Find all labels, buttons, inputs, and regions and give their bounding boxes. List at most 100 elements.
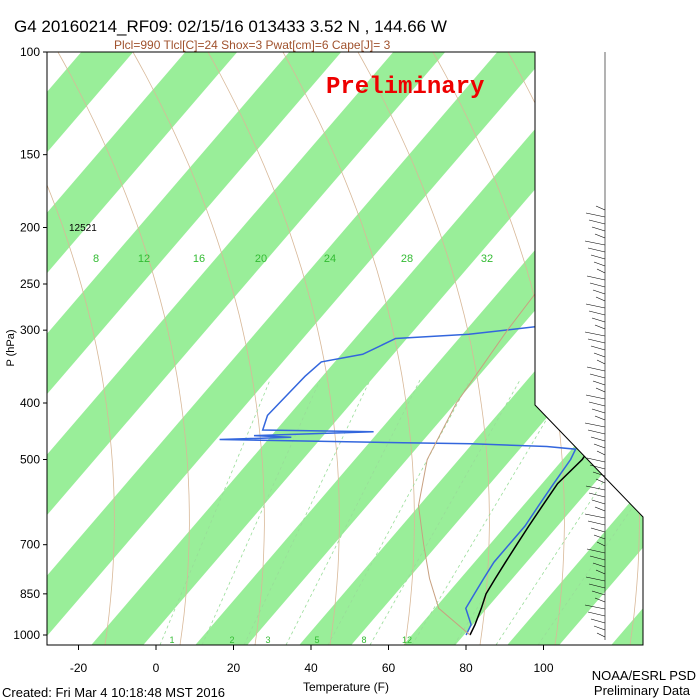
wind-barb bbox=[585, 212, 606, 218]
mixing-ratio-line bbox=[327, 379, 471, 645]
x-tick-label: 20 bbox=[227, 661, 241, 675]
wind-barb bbox=[584, 422, 606, 428]
dry-adiabat bbox=[47, 52, 115, 645]
x-tick-label: 60 bbox=[382, 661, 396, 675]
y-tick-label: 250 bbox=[20, 277, 40, 291]
wind-barb bbox=[595, 569, 606, 575]
wind-barb bbox=[596, 541, 606, 547]
mixing-ratio-line bbox=[201, 379, 321, 645]
wind-barb bbox=[590, 527, 606, 533]
wind-barb bbox=[584, 604, 606, 610]
x-axis-label: Temperature (F) bbox=[303, 680, 389, 694]
wind-barb bbox=[590, 436, 606, 442]
mixing-ratio-labels: 8 12 16 20 24 28 321 2 3 5 8 12 bbox=[93, 253, 493, 645]
mixing-ratio-line bbox=[369, 379, 521, 645]
mixing-ratio-label: 24 bbox=[324, 253, 336, 265]
mixing-ratio-label: 28 bbox=[401, 253, 413, 265]
dry-adiabat bbox=[278, 52, 415, 645]
created-timestamp: Created: Fri Mar 4 10:18:48 MST 2016 bbox=[2, 685, 225, 700]
chart-title: G4 20160214_RF09: 02/15/16 013433 3.52 N… bbox=[14, 17, 447, 36]
temperature-axis: -20 0 20 40 60 80 100 bbox=[70, 645, 554, 675]
wind-barb bbox=[589, 464, 606, 470]
mixing-ratio-label: 1 bbox=[169, 635, 174, 645]
wind-barb bbox=[588, 219, 606, 225]
wind-barb bbox=[596, 359, 606, 365]
x-tick-label: -20 bbox=[70, 661, 88, 675]
wind-barb bbox=[591, 590, 606, 596]
dry-adiabat bbox=[203, 52, 340, 645]
wind-barb bbox=[586, 366, 606, 372]
wind-barb bbox=[588, 401, 606, 407]
dry-adiabat bbox=[654, 45, 700, 645]
wind-barb-column bbox=[584, 52, 606, 640]
wind-barb bbox=[584, 513, 606, 519]
y-tick-label: 200 bbox=[20, 221, 40, 235]
wind-barb bbox=[593, 352, 606, 358]
wind-barb bbox=[591, 408, 606, 414]
mixing-ratio-label: 32 bbox=[481, 253, 493, 265]
wind-barb bbox=[589, 555, 606, 561]
mixing-ratio-label: 2 bbox=[229, 635, 234, 645]
y-tick-label: 500 bbox=[20, 452, 40, 466]
isotherm-band bbox=[47, 52, 490, 645]
mixing-ratio-label: 12 bbox=[402, 635, 412, 645]
x-tick-label: 100 bbox=[533, 661, 553, 675]
wind-barb bbox=[592, 380, 606, 386]
x-tick-label: 80 bbox=[459, 661, 473, 675]
wind-barb bbox=[596, 268, 606, 274]
wind-barb bbox=[587, 520, 606, 526]
wind-barb bbox=[589, 373, 606, 379]
wind-barb bbox=[590, 254, 606, 260]
isotherm-band bbox=[356, 52, 643, 645]
wind-barb bbox=[594, 415, 606, 421]
wind-barb bbox=[591, 226, 606, 232]
wind-barb bbox=[591, 499, 606, 505]
status-label: Preliminary Data bbox=[594, 683, 691, 698]
org-label: NOAA/ESRL PSD bbox=[592, 668, 696, 683]
mixing-ratio-label: 16 bbox=[193, 253, 205, 265]
dry-adiabat bbox=[128, 52, 265, 645]
wind-barb bbox=[585, 394, 606, 400]
wind-barb bbox=[585, 576, 606, 582]
y-tick-label: 150 bbox=[20, 148, 40, 162]
wind-barb bbox=[595, 387, 606, 393]
wind-barb bbox=[590, 345, 606, 351]
mixing-ratio-label: 8 bbox=[361, 635, 366, 645]
dry-adiabat bbox=[353, 52, 490, 645]
isotherm-band bbox=[148, 52, 643, 645]
wind-barb bbox=[587, 338, 606, 344]
y-tick-label: 300 bbox=[20, 323, 40, 337]
y-tick-label: 1000 bbox=[13, 628, 40, 642]
mixing-ratio-label: 8 bbox=[93, 253, 99, 265]
wind-barb bbox=[596, 632, 606, 638]
isotherm-band bbox=[668, 0, 700, 700]
wind-barb bbox=[588, 583, 606, 589]
y-axis-label: P (hPa) bbox=[5, 329, 17, 366]
wind-barb bbox=[586, 548, 606, 554]
dry-adiabat bbox=[53, 52, 190, 645]
preliminary-stamp: Preliminary bbox=[326, 74, 484, 101]
x-tick-label: 0 bbox=[153, 661, 160, 675]
chart-subtitle: Plcl=990 Tlcl[C]=24 Shox=3 Pwat[cm]=6 Ca… bbox=[114, 38, 391, 52]
isotherm-band bbox=[47, 52, 594, 645]
wind-barb bbox=[594, 324, 606, 330]
height-label: 12521 bbox=[69, 223, 97, 234]
isotherm-band bbox=[47, 52, 386, 645]
mixing-ratio-label: 12 bbox=[138, 253, 150, 265]
wind-barb bbox=[593, 625, 606, 631]
mixing-ratio-label: 3 bbox=[265, 635, 270, 645]
wind-barb bbox=[592, 471, 606, 477]
mixing-ratio-line bbox=[285, 379, 421, 645]
wind-barb bbox=[595, 205, 606, 211]
wind-barb bbox=[588, 310, 606, 316]
wind-barb bbox=[586, 457, 606, 463]
wind-barb bbox=[588, 492, 606, 498]
wind-barb bbox=[594, 597, 606, 603]
wind-barb bbox=[591, 317, 606, 323]
wind-barb bbox=[587, 429, 606, 435]
plot-frame bbox=[46, 51, 644, 646]
wind-barb bbox=[592, 562, 606, 568]
wind-barb bbox=[595, 478, 606, 484]
